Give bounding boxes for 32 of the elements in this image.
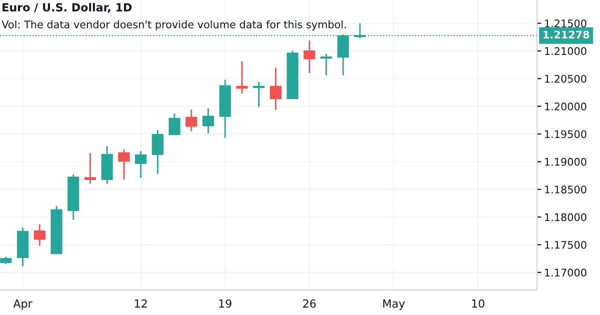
candlestick bbox=[304, 40, 316, 74]
chart-title: Euro / U.S. Dollar, 1D bbox=[2, 2, 132, 13]
y-tick-label: 1.17500 bbox=[545, 240, 586, 249]
y-tick-label: 1.20500 bbox=[545, 74, 586, 83]
y-tick-label: 1.21000 bbox=[545, 47, 586, 56]
y-tick-label: 1.19500 bbox=[545, 130, 586, 138]
candlestick bbox=[320, 53, 332, 76]
text: Vol: The data vendor doesn't provide volume data for this symbol. bbox=[2, 20, 346, 30]
x-tick-label: 10 bbox=[472, 299, 484, 308]
y-tick-label: 1.20000 bbox=[545, 102, 586, 110]
y-tick-label: 1.21500 bbox=[545, 19, 586, 28]
candlestick bbox=[168, 112, 180, 136]
x-tick-label: 26 bbox=[303, 299, 316, 308]
candlestick bbox=[186, 108, 198, 132]
candlestick bbox=[135, 150, 147, 178]
candlestick bbox=[253, 81, 265, 108]
candlestick bbox=[152, 129, 164, 175]
ref-line-label: 1.21278 bbox=[544, 30, 590, 39]
y-tick-label: 1.19000 bbox=[545, 158, 586, 166]
x-tick-label: Apr bbox=[13, 299, 32, 310]
candlestick bbox=[34, 224, 46, 247]
y-tick-label: 1.17000 bbox=[545, 268, 586, 277]
y-tick-label: 1.18000 bbox=[545, 213, 586, 222]
candlestick bbox=[270, 66, 282, 110]
candlestick bbox=[202, 108, 214, 134]
candlestick bbox=[236, 60, 248, 94]
x-tick-label: May bbox=[383, 299, 405, 310]
y-tick-label: 1.18500 bbox=[545, 186, 586, 194]
candlestick bbox=[84, 152, 96, 185]
x-tick-label: 19 bbox=[219, 299, 232, 308]
x-tick-label: 12 bbox=[134, 299, 147, 308]
candlestick bbox=[118, 148, 130, 180]
